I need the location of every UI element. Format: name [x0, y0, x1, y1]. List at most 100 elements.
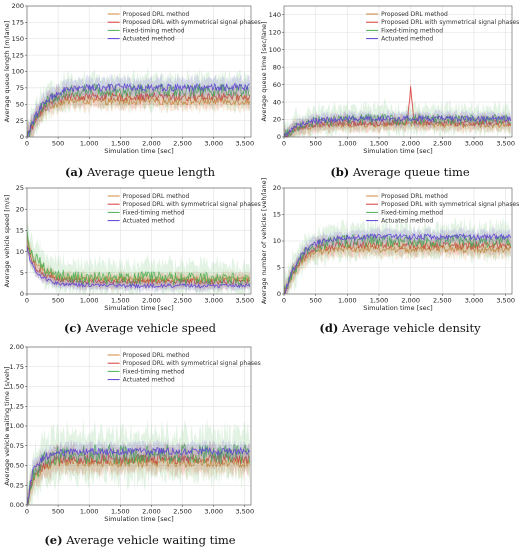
x-tick-label: 1,000: [80, 508, 99, 516]
x-axis-label: Simulation time [sec]: [363, 147, 432, 155]
y-axis-label: Average queue length [m/lane]: [3, 21, 11, 122]
series-line-proposed: [26, 456, 251, 506]
x-tick-label: 2,000: [142, 297, 161, 305]
panel-caption: (c) Average vehicle speed: [64, 321, 217, 335]
legend-entry: Fixed-timing method: [123, 209, 185, 216]
x-tick-label: 500: [52, 140, 64, 148]
y-tick-label: 25: [16, 184, 24, 192]
x-tick-label: 500: [309, 140, 321, 148]
legend-entry: Proposed DRL with symmetrical signal pha…: [381, 201, 519, 208]
x-tick-label: 0: [25, 508, 29, 516]
panel-caption: (a) Average queue length: [65, 165, 216, 179]
series-band-actuated: [27, 73, 250, 137]
x-tick-label: 1,500: [111, 297, 130, 305]
series-band-actuated: [284, 226, 511, 294]
x-tick-label: 3,500: [496, 297, 515, 305]
y-tick-label: 150: [12, 35, 24, 43]
chart-c: 0 5 10 15 20 25 0 500 1,000 1,500 2,000 2,500 3,000 3…: [3, 184, 261, 335]
x-tick-label: 3,500: [496, 140, 515, 148]
y-tick-label: 0: [20, 133, 24, 141]
series-band-actuated: [27, 439, 250, 505]
panel-caption-letter: (c): [64, 321, 82, 335]
x-tick-label: 0: [25, 140, 29, 148]
y-tick-label: 1.25: [10, 402, 24, 410]
y-tick-label: 0: [277, 290, 281, 298]
panel-caption-text: Average queue time: [349, 165, 470, 179]
series-band-fixed: [27, 218, 250, 294]
x-tick-label: 500: [52, 297, 64, 305]
series-line-actuated: [283, 232, 512, 295]
panel-caption-text: Average vehicle speed: [82, 321, 217, 335]
legend-entry: Proposed DRL method: [381, 11, 448, 18]
series-band-actuated: [284, 108, 511, 137]
x-tick-label: 2,000: [142, 508, 161, 516]
series-line-symmetric: [26, 245, 251, 286]
panel-caption-letter: (b): [330, 165, 349, 179]
y-axis-label: Average number of vehicles [veh/lane]: [260, 178, 268, 304]
y-tick-label: 0.00: [10, 501, 24, 509]
x-tick-label: 3,000: [465, 297, 484, 305]
x-tick-label: 2,000: [401, 297, 420, 305]
x-tick-label: 1,500: [111, 508, 130, 516]
y-tick-label: 60: [273, 81, 281, 89]
y-tick-label: 5: [20, 269, 24, 277]
plot-frame: [283, 5, 513, 138]
legend-entry: Actuated method: [381, 36, 433, 43]
x-tick-label: 0: [282, 140, 286, 148]
x-axis-label: Simulation time [sec]: [104, 515, 173, 523]
legend-entry: Proposed DRL method: [381, 193, 448, 200]
series-band-fixed: [284, 98, 511, 137]
x-tick-label: 2,500: [173, 508, 192, 516]
x-tick-label: 3,500: [235, 297, 254, 305]
legend-entry: Proposed DRL method: [123, 193, 190, 200]
y-axis-label: Average queue time [sec/lane]: [260, 21, 268, 121]
x-tick-label: 1,000: [80, 297, 99, 305]
series-band-fixed: [27, 418, 250, 505]
y-tick-label: 1.50: [10, 383, 24, 391]
series-band-symmetric: [27, 237, 250, 292]
series-band-actuated: [27, 242, 250, 293]
x-axis-label: Simulation time [sec]: [104, 147, 173, 155]
series-line-actuated: [26, 245, 251, 289]
chart-e: 0.00 0.25 0.50 0.75 1.00 1.25 1.50 1.75 2.00 0 500…: [3, 343, 261, 547]
y-tick-label: 10: [273, 237, 281, 245]
legend-entry: Proposed DRL with symmetrical signal pha…: [381, 19, 519, 26]
y-tick-label: 75: [16, 84, 24, 92]
y-tick-label: 20: [273, 184, 281, 192]
x-tick-label: 1,000: [338, 297, 357, 305]
x-tick-label: 2,500: [173, 140, 192, 148]
panel-caption-letter: (a): [65, 165, 83, 179]
x-tick-label: 1,500: [370, 140, 389, 148]
panel-caption-text: Average vehicle density: [338, 321, 481, 335]
x-tick-label: 3,500: [235, 140, 254, 148]
x-tick-label: 3,000: [465, 140, 484, 148]
panel-caption: (e) Average vehicle waiting time: [44, 533, 235, 547]
legend-entry: Fixed-timing method: [381, 27, 443, 34]
legend-entry: Proposed DRL with symmetrical signal pha…: [123, 201, 261, 208]
y-tick-label: 100: [12, 68, 24, 76]
legend-entry: Actuated method: [123, 36, 175, 43]
y-tick-label: 120: [269, 28, 281, 36]
panel-caption-text: Average vehicle waiting time: [63, 533, 236, 547]
x-tick-label: 500: [309, 297, 321, 305]
x-axis-label: Simulation time [sec]: [104, 304, 173, 312]
x-tick-label: 1,500: [370, 297, 389, 305]
y-tick-label: 20: [273, 116, 281, 124]
legend-entry: Actuated method: [381, 218, 433, 225]
x-tick-label: 3,000: [204, 297, 223, 305]
y-tick-label: 0: [277, 133, 281, 141]
legend-entry: Fixed-timing method: [381, 209, 443, 216]
y-tick-label: 10: [16, 248, 24, 256]
series-line-actuated: [26, 82, 251, 138]
y-tick-label: 125: [12, 51, 24, 59]
x-tick-label: 1,500: [111, 140, 130, 148]
legend-entry: Fixed-timing method: [123, 368, 185, 375]
x-tick-label: 1,000: [80, 140, 99, 148]
y-tick-label: 15: [273, 211, 281, 219]
y-tick-label: 100: [269, 46, 281, 54]
panel-caption: (d) Average vehicle density: [319, 321, 481, 335]
